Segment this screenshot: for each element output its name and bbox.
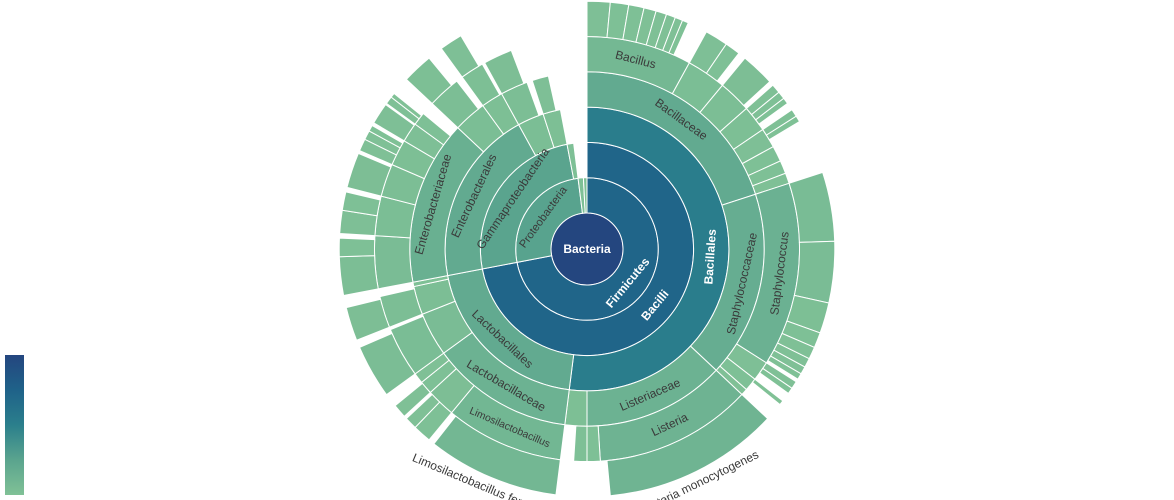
sunburst-segment (705, 43, 740, 82)
sunburst-segment (394, 382, 431, 418)
sunburst-segment (346, 152, 392, 197)
node-label: Bacillales (701, 228, 718, 284)
sunburst-segment (668, 19, 689, 56)
sunburst-segment (573, 425, 588, 463)
sunburst-segment (368, 124, 404, 149)
node-label: Bacteria (563, 242, 611, 256)
sunburst-segment (793, 240, 836, 304)
sunburst-segment (345, 298, 391, 341)
sunburst-segment (341, 191, 381, 217)
sunburst-segment (586, 425, 601, 463)
sunburst-segment (765, 115, 801, 141)
sunburst-segment (433, 415, 561, 496)
sunburst-segment (338, 237, 376, 258)
sunburst-segment (374, 235, 414, 290)
sunburst-segment (338, 255, 379, 297)
sunburst-segment (582, 177, 588, 214)
sunburst-segment (531, 75, 557, 115)
sunburst-segment (759, 367, 793, 395)
sunburst-segment (405, 393, 441, 429)
sunburst-segment (483, 49, 525, 95)
sunburst-segment (373, 103, 415, 142)
sunburst-segment (721, 57, 771, 107)
sunburst-segment (440, 35, 480, 78)
colorbar (5, 355, 24, 495)
sunburst-segment (358, 332, 416, 396)
sunburst-segment (767, 355, 802, 380)
sunburst: BacteriaFirmicutesBacilliBacillalesBacil… (338, 0, 836, 500)
sunburst-segment (586, 0, 611, 38)
sunburst-segment (751, 378, 784, 406)
sunburst-segment (606, 393, 769, 497)
sunburst-segment (755, 97, 789, 125)
sunburst-segment (405, 57, 453, 105)
sunburst-segment (390, 92, 423, 120)
